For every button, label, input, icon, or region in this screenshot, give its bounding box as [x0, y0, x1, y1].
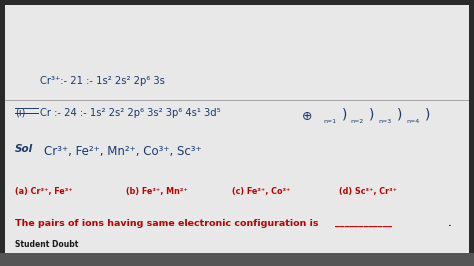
- Text: (i): (i): [15, 107, 25, 117]
- Text: Sol: Sol: [15, 144, 33, 153]
- Text: ): ): [397, 107, 402, 121]
- Text: (a) Cr³⁺, Fe³⁺: (a) Cr³⁺, Fe³⁺: [15, 187, 73, 196]
- Text: ): ): [369, 107, 375, 121]
- Text: Student Doubt: Student Doubt: [15, 240, 78, 249]
- Text: The pairs of ions having same electronic configuration is: The pairs of ions having same electronic…: [15, 219, 319, 228]
- Text: ◄: ◄: [5, 256, 10, 262]
- Text: n=4: n=4: [407, 119, 420, 124]
- Text: ____________: ____________: [335, 219, 392, 228]
- Text: Cr³⁺, Fe²⁺, Mn²⁺, Co³⁺, Sc³⁺: Cr³⁺, Fe²⁺, Mn²⁺, Co³⁺, Sc³⁺: [44, 145, 202, 158]
- Text: n=3: n=3: [379, 119, 392, 124]
- Text: (b) Fe³⁺, Mn²⁺: (b) Fe³⁺, Mn²⁺: [126, 187, 187, 196]
- Text: (c) Fe³⁺, Co³⁺: (c) Fe³⁺, Co³⁺: [232, 187, 291, 196]
- Text: n=2: n=2: [351, 119, 364, 124]
- Text: .: .: [448, 219, 452, 228]
- Text: ►: ►: [462, 256, 467, 262]
- Text: Cr³⁺:- 21 :- 1s² 2s² 2p⁶ 3s: Cr³⁺:- 21 :- 1s² 2s² 2p⁶ 3s: [39, 76, 164, 86]
- Text: Cr :- 24 :- 1s² 2s² 2p⁶ 3s² 3p⁶ 4s¹ 3d⁵: Cr :- 24 :- 1s² 2s² 2p⁶ 3s² 3p⁶ 4s¹ 3d⁵: [39, 109, 220, 118]
- Text: ⊕: ⊕: [302, 110, 312, 123]
- Text: n=1: n=1: [323, 119, 336, 124]
- Text: (d) Sc³⁺, Cr³⁺: (d) Sc³⁺, Cr³⁺: [339, 187, 397, 196]
- Text: ): ): [341, 107, 347, 121]
- Text: ): ): [425, 107, 430, 121]
